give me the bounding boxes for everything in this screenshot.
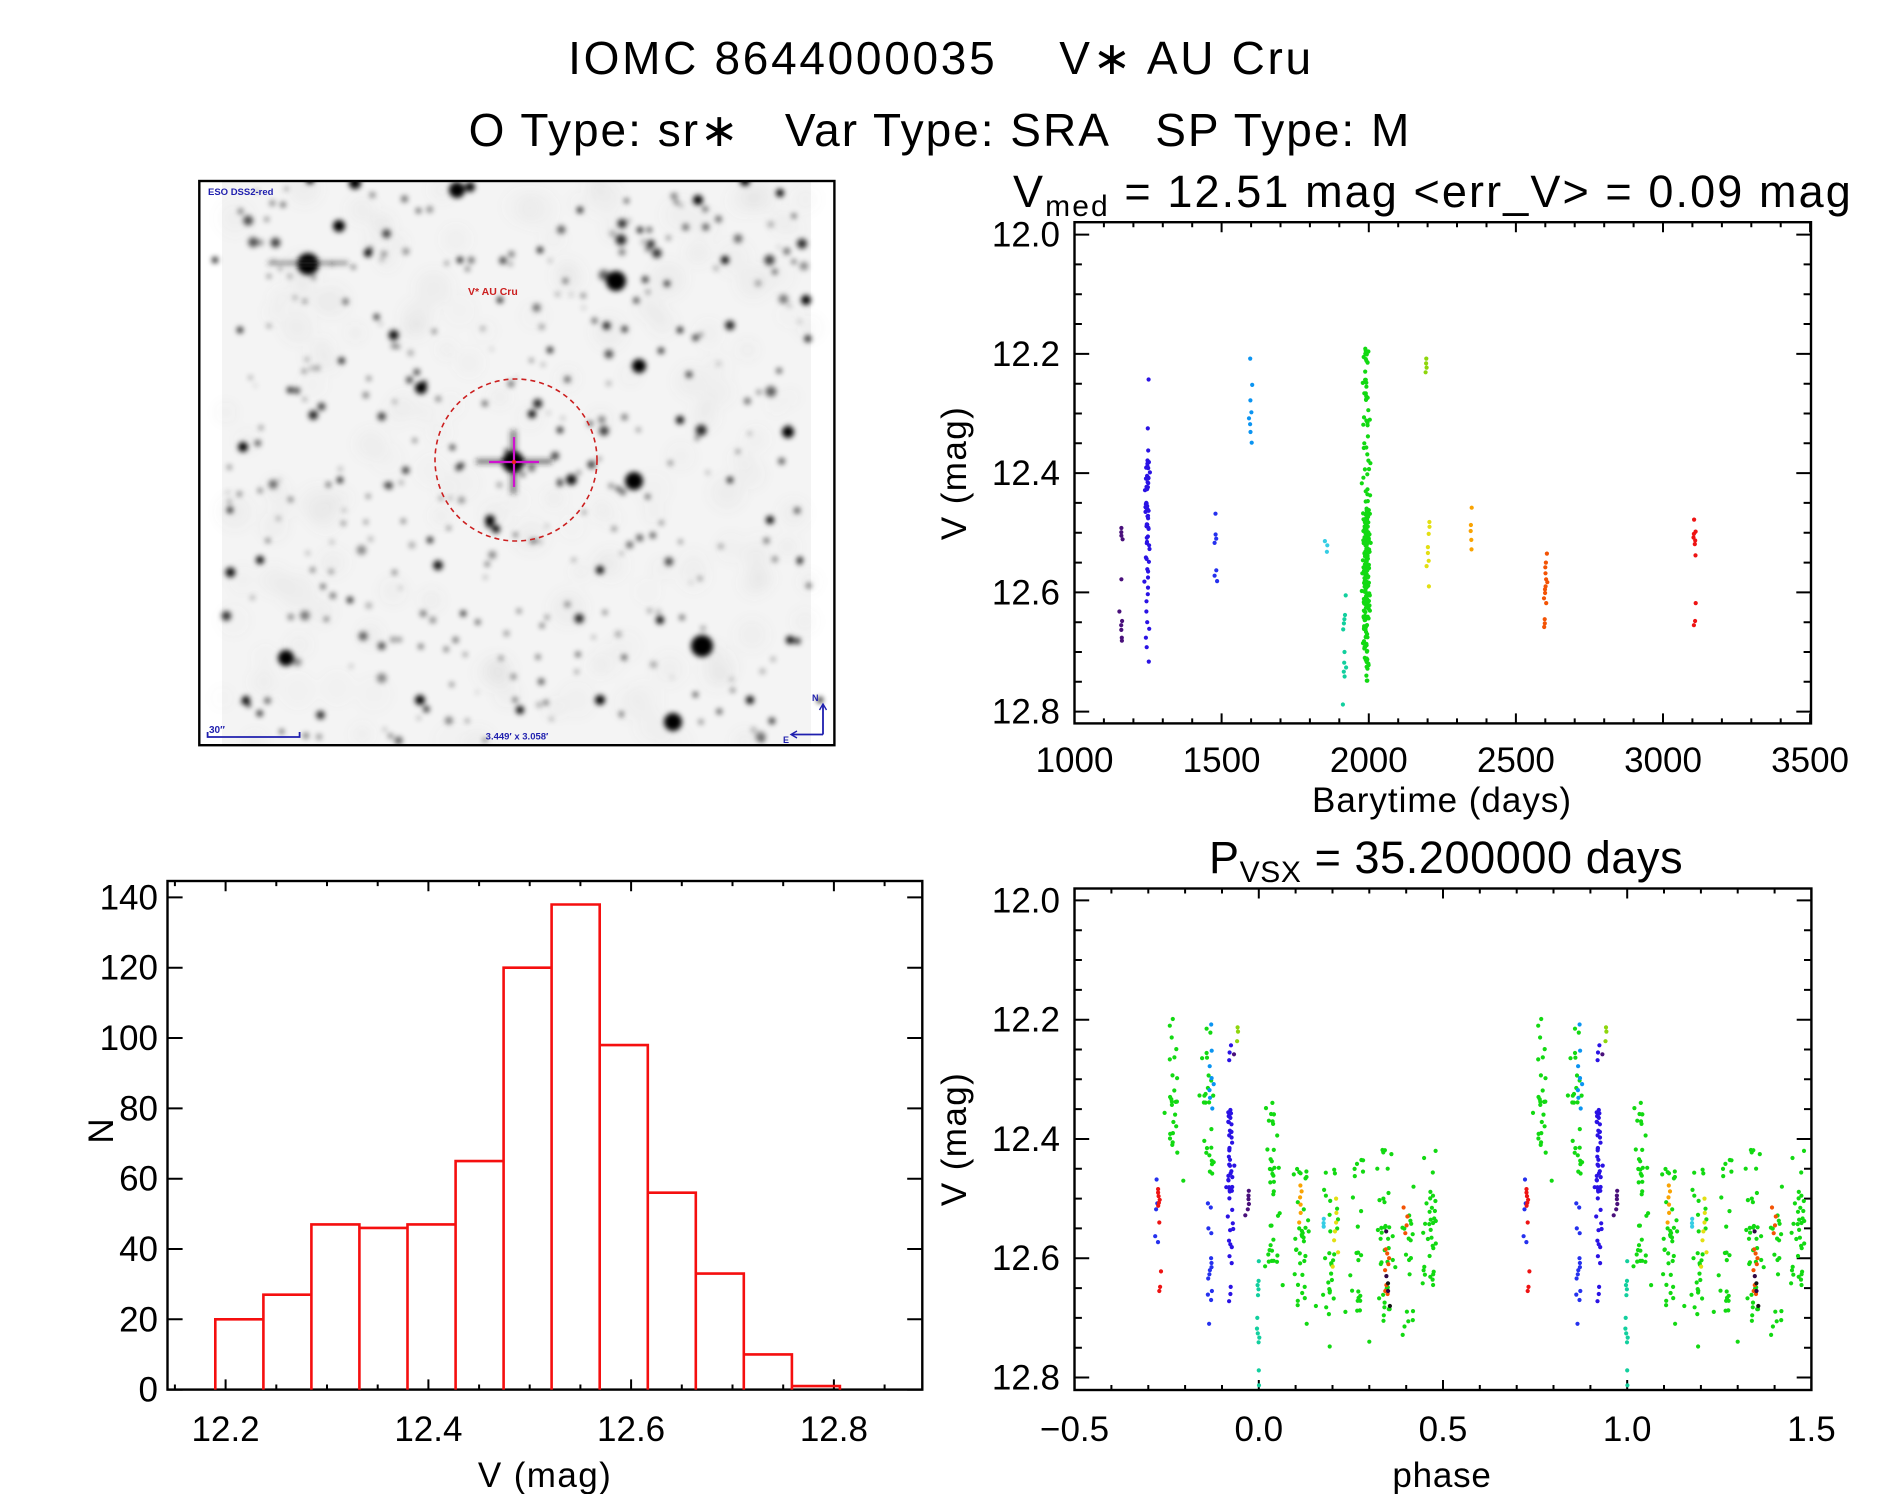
svg-text:12.4: 12.4 (992, 1120, 1060, 1159)
svg-text:1000: 1000 (1036, 741, 1114, 780)
svg-text:3000: 3000 (1624, 741, 1702, 780)
svg-text:V (mag): V (mag) (478, 1456, 612, 1494)
svg-text:80: 80 (119, 1089, 158, 1128)
svg-text:20: 20 (119, 1300, 158, 1339)
svg-text:0: 0 (139, 1371, 158, 1410)
svg-text:1.0: 1.0 (1603, 1410, 1652, 1449)
svg-text:12.8: 12.8 (800, 1410, 868, 1449)
svg-text:140: 140 (100, 878, 158, 917)
svg-text:12.4: 12.4 (992, 454, 1060, 493)
svg-text:12.2: 12.2 (192, 1410, 260, 1449)
svg-text:Vmed = 12.51 mag <err_V> =: Vmed = 12.51 mag <err_V> = 0.09 mag (1013, 166, 1853, 223)
svg-text:12.6: 12.6 (992, 573, 1060, 612)
svg-text:V* AU Cru: V* AU Cru (468, 286, 518, 298)
svg-text:120: 120 (100, 949, 158, 988)
svg-text:60: 60 (119, 1160, 158, 1199)
svg-text:0.5: 0.5 (1419, 1410, 1468, 1449)
svg-text:12.6: 12.6 (992, 1239, 1060, 1278)
svg-text:100: 100 (100, 1019, 158, 1058)
svg-text:12.4: 12.4 (394, 1410, 462, 1449)
svg-text:12.8: 12.8 (992, 1359, 1060, 1398)
svg-text:3500: 3500 (1771, 741, 1849, 780)
svg-text:0.0: 0.0 (1234, 1410, 1283, 1449)
svg-text:V (mag): V (mag) (935, 1072, 974, 1206)
svg-text:phase: phase (1392, 1456, 1491, 1494)
svg-text:1.5: 1.5 (1787, 1410, 1836, 1449)
svg-text:2000: 2000 (1330, 741, 1408, 780)
svg-text:30″: 30″ (209, 725, 225, 736)
svg-text:1500: 1500 (1183, 741, 1261, 780)
svg-text:ESO DSS2-red: ESO DSS2-red (208, 187, 274, 198)
svg-text:Barytime (days): Barytime (days) (1312, 781, 1572, 820)
svg-text:12.6: 12.6 (597, 1410, 665, 1449)
svg-text:E: E (783, 735, 789, 745)
svg-text:12.0: 12.0 (992, 881, 1060, 920)
svg-text:2500: 2500 (1477, 741, 1555, 780)
svg-text:12.2: 12.2 (992, 335, 1060, 374)
svg-text:−0.5: −0.5 (1040, 1410, 1109, 1449)
svg-text:N: N (812, 693, 819, 703)
svg-text:O Type: sr∗ Var Type: SRA: O Type: sr∗ Var Type: SRA SP Type: M (469, 104, 1412, 156)
svg-text:12.2: 12.2 (992, 1001, 1060, 1040)
svg-text:N: N (82, 1118, 121, 1143)
svg-text:3.449′ x 3.058′: 3.449′ x 3.058′ (486, 732, 549, 743)
svg-text:12.8: 12.8 (992, 693, 1060, 732)
svg-text:V (mag): V (mag) (935, 406, 974, 540)
svg-text:PVSX = 35.200000 days: PVSX = 35.200000 days (1209, 832, 1683, 889)
svg-text:IOMC 8644000035 V∗ AU Cru: IOMC 8644000035 V∗ AU Cru (568, 32, 1314, 84)
svg-text:40: 40 (119, 1230, 158, 1269)
svg-text:12.0: 12.0 (992, 216, 1060, 255)
